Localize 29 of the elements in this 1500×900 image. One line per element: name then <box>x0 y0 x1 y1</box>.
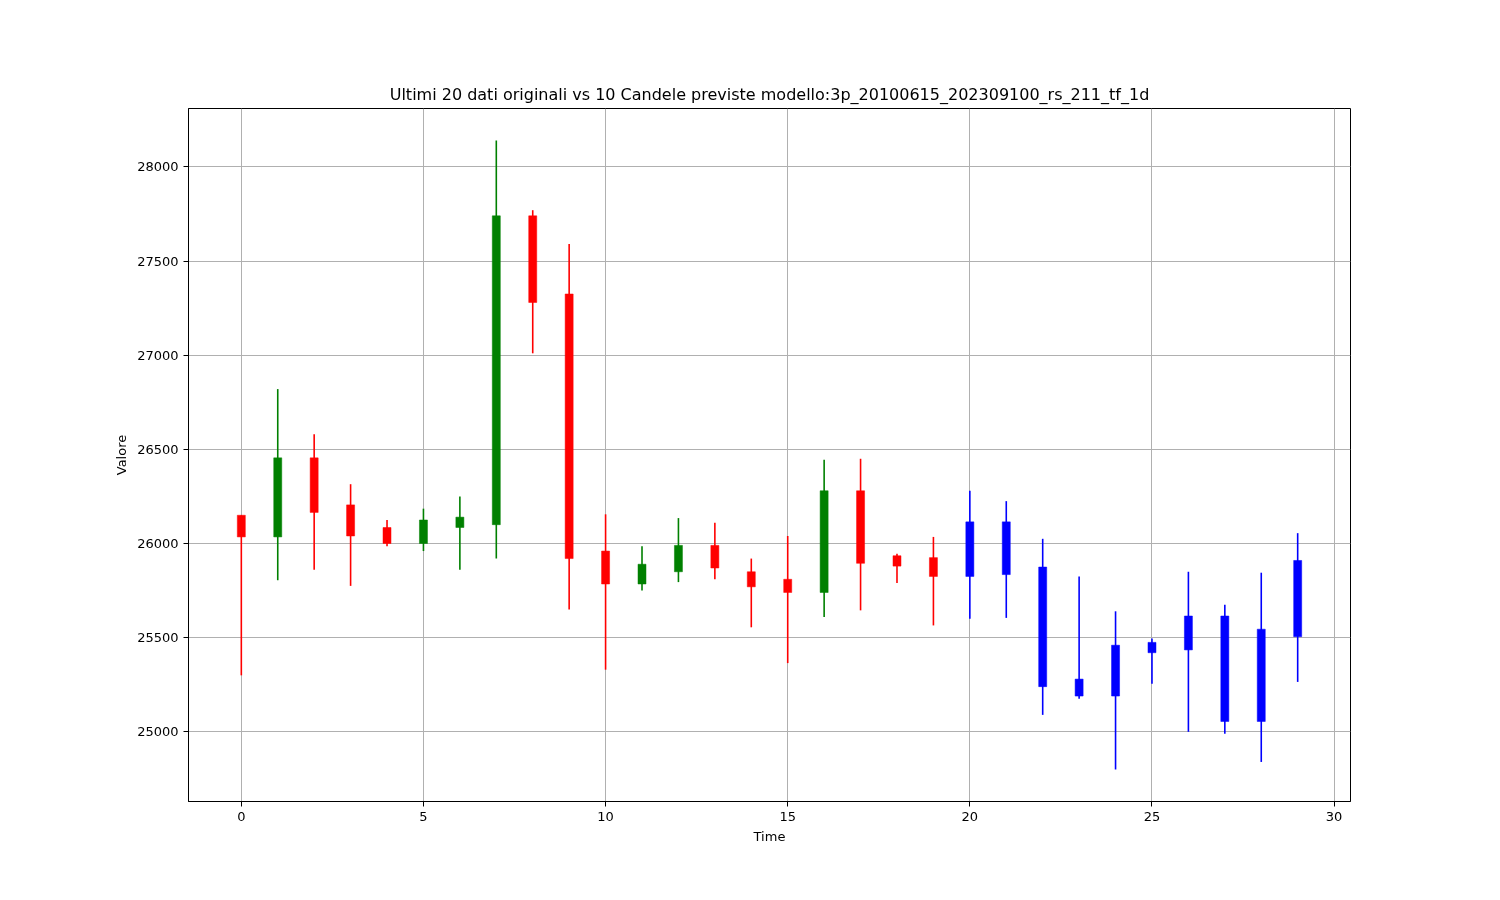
candlestick <box>455 495 465 571</box>
candlestick <box>747 557 756 629</box>
y-tick-label: 26500 <box>137 441 179 457</box>
x-tick-label: 5 <box>419 808 428 824</box>
x-tick-label: 30 <box>1325 808 1343 824</box>
candlestick <box>1074 575 1084 700</box>
x-tick-label: 10 <box>597 808 614 824</box>
y-tick-label: 27000 <box>137 347 179 363</box>
y-tick-label: 25000 <box>137 724 179 740</box>
y-tick-label: 25500 <box>137 630 179 646</box>
candlestick <box>892 553 902 584</box>
chart-title: Ultimi 20 dati originali vs 10 Candele previste modello:3p_20100615_202309100_rs_211_tf_1d <box>389 84 1150 105</box>
candlestick <box>929 536 938 627</box>
x-tick-label: 25 <box>1143 808 1161 824</box>
x-tick-label: 15 <box>779 808 796 824</box>
y-tick-label: 28000 <box>137 159 179 175</box>
x-tick-label: 0 <box>237 808 246 824</box>
y-tick-label: 27500 <box>137 253 179 269</box>
candlestick <box>382 519 392 548</box>
y-axis-title: Valore <box>114 434 130 476</box>
x-axis-title: Time <box>752 828 786 844</box>
candlestick <box>637 545 647 592</box>
candlestick <box>419 507 428 552</box>
x-tick-label: 20 <box>961 808 979 824</box>
y-tick-label: 26000 <box>137 536 179 552</box>
candlestick <box>783 535 792 664</box>
candlestick <box>237 514 246 677</box>
candlestick <box>710 521 720 581</box>
candlestick <box>1147 637 1157 685</box>
